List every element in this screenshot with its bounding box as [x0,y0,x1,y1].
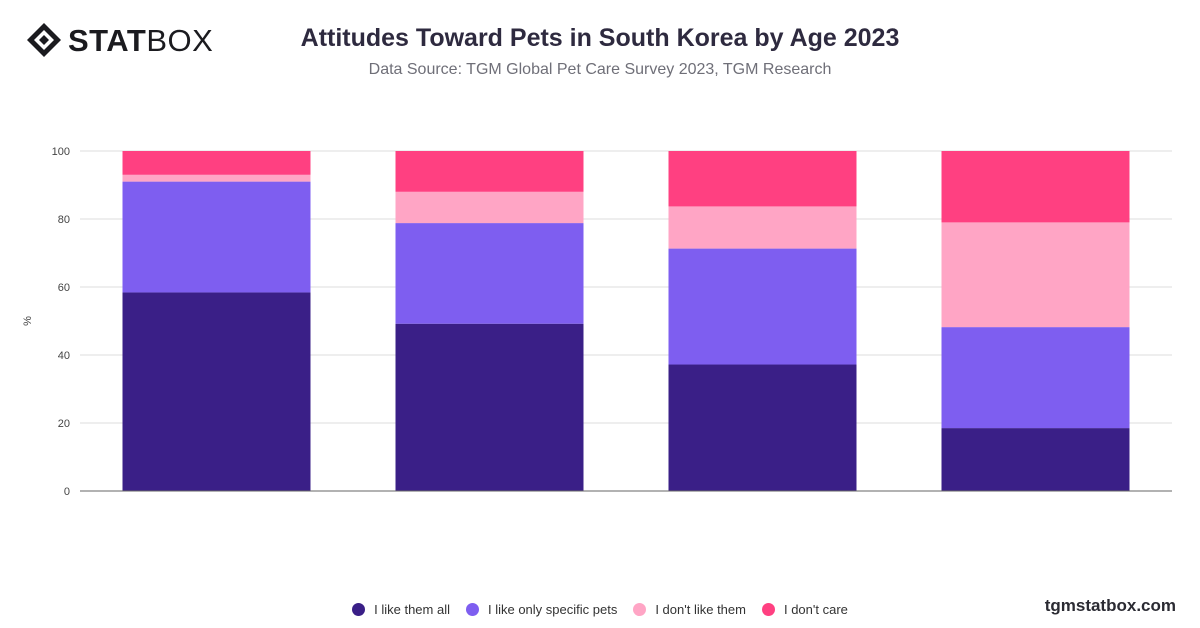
chart-subtitle: Data Source: TGM Global Pet Care Survey … [368,61,832,78]
stacked-bar-chart: 0 20 40 60 80 100% [22,146,1172,498]
y-tick-label: 40 [58,350,70,362]
bar-segment [941,428,1130,491]
y-tick-label: 20 [58,418,70,430]
bar-segment [122,151,311,175]
logo-wordmark: STATBOX [68,25,213,56]
bar-segment [941,151,1130,223]
y-tick-label: 80 [58,214,70,226]
chart-title: Attitudes Toward Pets in South Korea by … [300,24,900,52]
y-tick-label: 100 [52,146,70,158]
logo-wordmark-regular: BOX [146,22,214,58]
bar-segment [395,223,584,324]
legend-dot-icon [761,603,775,616]
bar-segment [668,151,857,207]
bar-segment [668,206,857,249]
legend-label: I don't care [783,602,848,617]
legend-dot-icon [352,603,366,616]
chart-legend: I like them all I like only specific pets… [0,602,1200,617]
y-axis-label: % [22,316,34,326]
logo-wordmark-bold: STAT [68,22,147,58]
legend-dot-icon [633,603,647,616]
bar-segment [395,191,584,224]
bar-segment [941,222,1130,328]
statbox-logo: STATBOX [26,22,213,58]
bar-segment [122,292,311,491]
legend-item: I don't care [761,602,848,617]
bar-segment [668,248,857,365]
legend-item: I like them all [352,602,450,617]
legend-dot-icon [465,603,479,616]
legend-item: I don't like them [633,602,746,617]
legend-item: I like only specific pets [465,602,618,617]
bar-segment [395,323,584,491]
y-tick-label: 0 [64,486,70,498]
bar-segment [122,181,311,293]
y-tick-label: 60 [58,282,70,294]
diamond-logo-icon [27,23,61,57]
bar-segment [122,174,311,182]
bar-segment [941,327,1130,429]
legend-label: I don't like them [655,602,746,617]
legend-label: I like only specific pets [487,602,618,617]
bar-segment [395,151,584,192]
legend-label: I like them all [374,602,450,617]
bar-segment [668,364,857,491]
watermark: tgmstatbox.com [1044,596,1176,615]
